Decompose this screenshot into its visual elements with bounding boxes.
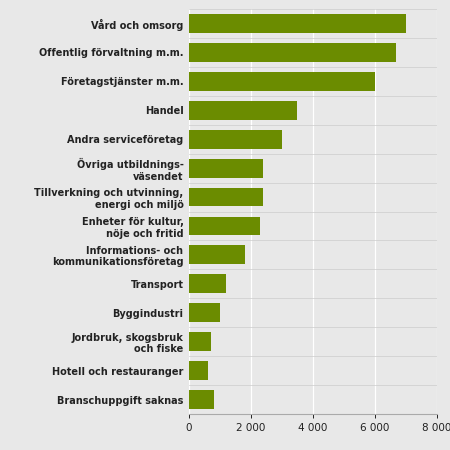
Bar (189, 101, 297, 120)
Bar (189, 274, 226, 293)
Bar (189, 130, 282, 148)
Bar (189, 188, 263, 207)
Bar (189, 246, 245, 264)
Bar (189, 159, 263, 177)
Bar (189, 361, 207, 380)
Bar (189, 72, 374, 91)
Bar (189, 14, 405, 33)
Bar (189, 216, 260, 235)
Bar (189, 332, 211, 351)
Bar (189, 303, 220, 322)
Bar (189, 390, 214, 409)
Bar (189, 43, 396, 62)
